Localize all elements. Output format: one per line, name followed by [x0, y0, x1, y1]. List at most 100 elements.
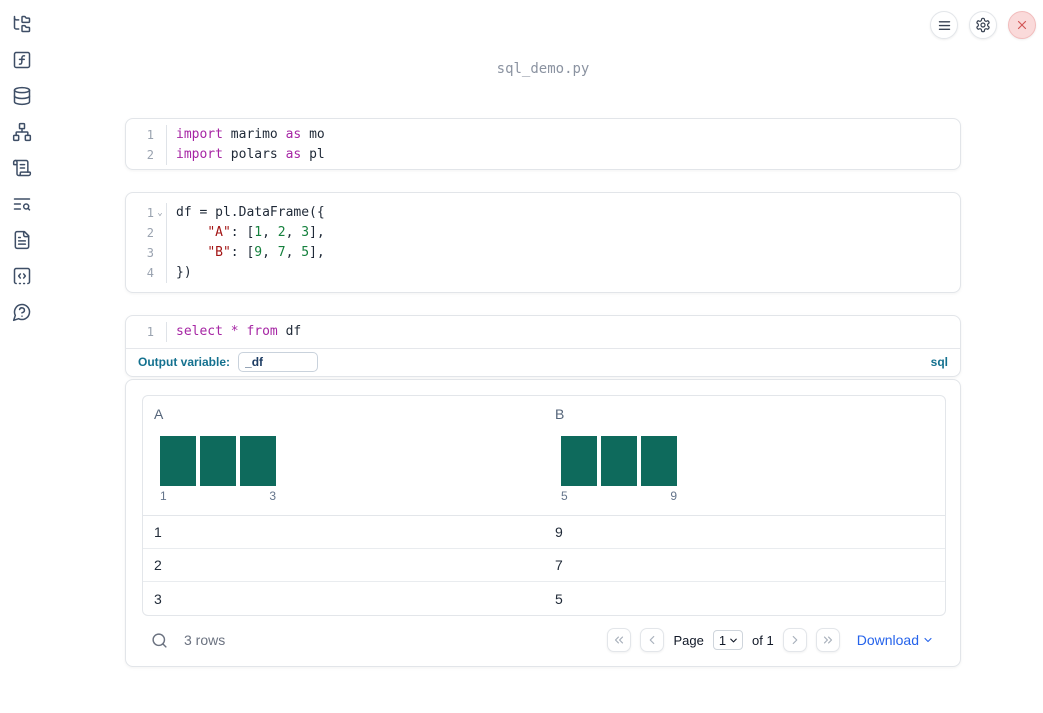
histogram-bar[interactable]: [200, 436, 236, 486]
topbar: [930, 11, 1036, 39]
hamburger-icon: [937, 18, 952, 33]
line-number: 4: [146, 266, 154, 280]
table-cell: 5: [555, 590, 563, 607]
search-icon[interactable]: [151, 632, 168, 649]
sql-cell[interactable]: 1 select * from df Output variable: sql: [125, 315, 961, 377]
dependencies-icon[interactable]: [12, 122, 32, 142]
table-cell: 3: [154, 590, 162, 607]
chevron-left-icon: [645, 633, 659, 647]
page-select-value: 1: [718, 632, 727, 648]
settings-button[interactable]: [969, 11, 997, 39]
line-number: 3: [146, 246, 154, 260]
fold-chevron-icon[interactable]: ⌄: [157, 208, 163, 218]
prev-page-button[interactable]: [640, 628, 665, 652]
line-number: 1: [146, 128, 154, 142]
histogram-bar[interactable]: [561, 436, 597, 486]
fold-spacer: [154, 145, 166, 165]
fold-spacer: [154, 263, 166, 283]
snippets-icon[interactable]: [12, 266, 32, 286]
code-line: 3 "B": [9, 7, 5],: [126, 243, 960, 263]
line-number: 1: [146, 325, 154, 339]
menu-button[interactable]: [930, 11, 958, 39]
close-icon: [1015, 18, 1029, 32]
histogram-min-label: 5: [561, 489, 568, 503]
variables-icon[interactable]: [12, 50, 32, 70]
code-cell-dataframe[interactable]: 1 ⌄ df = pl.DataFrame({2 "A": [1, 2, 3], 3 …: [125, 192, 961, 293]
chevron-down-icon: [728, 635, 739, 646]
chevrons-right-icon: [821, 633, 835, 647]
file-explorer-icon[interactable]: [12, 14, 32, 34]
code-line: 2 import polars as pl: [126, 145, 960, 165]
code-text[interactable]: df = pl.DataFrame({: [166, 203, 960, 223]
close-button[interactable]: [1008, 11, 1036, 39]
output-variable-input[interactable]: [238, 352, 319, 372]
column-label: A: [154, 406, 164, 422]
logs-icon[interactable]: [12, 194, 32, 214]
histogram-bar[interactable]: [160, 436, 196, 486]
next-page-button[interactable]: [782, 628, 807, 652]
sql-editor[interactable]: 1 select * from df: [126, 316, 960, 348]
histogram-bar[interactable]: [601, 436, 637, 486]
code-text[interactable]: "B": [9, 7, 5],: [166, 243, 960, 263]
notebook: sql_demo.py 1 import marimo as mo 2 import …: [125, 0, 961, 713]
table-cell: 7: [555, 557, 563, 573]
code-line: 1 import marimo as mo: [126, 125, 960, 145]
help-icon[interactable]: [12, 302, 32, 322]
table-cell: 1: [154, 524, 162, 540]
line-number: 2: [146, 148, 154, 162]
histogram-bar[interactable]: [240, 436, 276, 486]
histogram-max-label: 3: [269, 489, 276, 503]
last-page-button[interactable]: [815, 628, 840, 652]
download-button[interactable]: Download: [857, 632, 934, 648]
table-cell: 9: [555, 524, 563, 540]
histogram-max-label: 9: [670, 489, 677, 503]
histogram-bar[interactable]: [641, 436, 677, 486]
code-text[interactable]: import marimo as mo: [166, 125, 960, 145]
column-histogram: [561, 436, 945, 486]
code-text[interactable]: select * from df: [166, 322, 960, 342]
code-editor[interactable]: 1 import marimo as mo 2 import polars as pl: [126, 119, 960, 171]
code-editor[interactable]: 1 ⌄ df = pl.DataFrame({2 "A": [1, 2, 3], 3 …: [126, 193, 960, 293]
code-line: 4}): [126, 263, 960, 283]
code-text[interactable]: import polars as pl: [166, 145, 960, 165]
page-label: Page: [673, 632, 704, 648]
output-variable-label: Output variable:: [138, 355, 231, 369]
scratchpad-icon[interactable]: [12, 158, 32, 178]
fold-spacer: [154, 223, 166, 243]
gear-icon: [975, 17, 991, 33]
histogram-min-label: 1: [160, 489, 167, 503]
table-cell: 2: [154, 557, 162, 573]
chevron-down-icon: [922, 634, 934, 646]
chevron-right-icon: [788, 633, 802, 647]
sidebar: [0, 0, 44, 322]
language-badge: sql: [930, 355, 948, 369]
code-text[interactable]: }): [166, 263, 960, 283]
data-sources-icon[interactable]: [12, 86, 32, 106]
fold-spacer: [154, 125, 166, 145]
page-select[interactable]: 1: [712, 630, 744, 650]
code-text[interactable]: "A": [1, 2, 3],: [166, 223, 960, 243]
sql-cell-footer: Output variable: sql: [126, 348, 960, 375]
download-label: Download: [856, 632, 919, 648]
code-line: 1 select * from df: [126, 322, 960, 342]
fold-spacer: [154, 322, 166, 342]
chevrons-left-icon: [612, 633, 626, 647]
first-page-button[interactable]: [607, 628, 632, 652]
documentation-icon[interactable]: [12, 230, 32, 250]
line-number: 1: [146, 206, 154, 220]
page-of-label: of 1: [752, 632, 774, 648]
code-line: 1 ⌄ df = pl.DataFrame({: [126, 203, 960, 223]
column-label: B: [555, 406, 565, 422]
code-cell-imports[interactable]: 1 import marimo as mo 2 import polars as pl: [125, 118, 961, 170]
